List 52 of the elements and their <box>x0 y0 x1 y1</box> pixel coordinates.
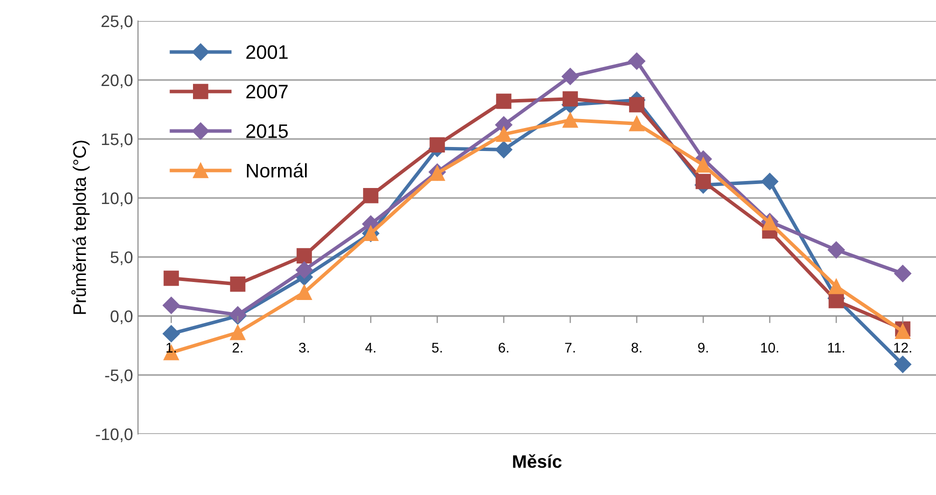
point <box>230 276 246 292</box>
x-tick-label: 10. <box>761 342 778 353</box>
point <box>296 284 312 300</box>
y-tick-label: 15,0 <box>102 133 132 148</box>
x-tick-label: 2. <box>232 342 242 352</box>
y-tick-label: -10,0 <box>96 428 132 442</box>
legend-label: 2007 <box>246 84 288 98</box>
point <box>562 112 578 128</box>
point <box>628 52 646 70</box>
y-tick-label: 20,0 <box>102 74 132 88</box>
legend-label: 2001 <box>246 45 288 59</box>
x-tick-label: 5. <box>432 342 442 353</box>
legend-label: 2015 <box>246 124 288 138</box>
x-tick-label: 6. <box>498 342 508 353</box>
point <box>296 248 312 264</box>
x-tick-label: 3. <box>298 342 309 353</box>
x-tick-label: 12. <box>894 342 912 352</box>
point <box>761 172 778 190</box>
point <box>162 296 180 314</box>
point <box>164 270 179 286</box>
point <box>363 188 378 204</box>
x-tick-label: 8. <box>632 342 642 353</box>
point <box>894 264 912 282</box>
point <box>828 241 845 258</box>
point <box>696 174 711 190</box>
x-tick-label: 9. <box>698 342 708 353</box>
point <box>894 356 912 373</box>
point <box>828 293 844 308</box>
point <box>496 94 512 109</box>
x-tick-label: 11. <box>828 342 844 352</box>
point <box>495 141 512 158</box>
point <box>696 157 711 173</box>
x-tick-label: 7. <box>565 342 575 352</box>
point <box>230 324 246 340</box>
legend-label: Normál <box>246 163 307 178</box>
point <box>496 126 512 142</box>
x-axis-title: Měsíc <box>513 454 562 468</box>
point <box>430 137 445 153</box>
y-tick-label: 0,0 <box>110 310 132 324</box>
point <box>828 278 844 294</box>
y-tick-label: 10,0 <box>102 192 132 206</box>
point <box>296 261 313 279</box>
point <box>629 97 644 112</box>
y-axis-title: Průměrná teplota (°C) <box>71 140 90 314</box>
y-tick-label: -5,0 <box>105 369 132 384</box>
point <box>162 325 180 342</box>
point <box>629 116 644 132</box>
point <box>562 91 578 107</box>
y-tick-label: 25,0 <box>102 15 132 30</box>
x-tick-label: 4. <box>365 342 376 352</box>
point <box>562 68 579 86</box>
y-tick-label: 5,0 <box>110 251 132 266</box>
